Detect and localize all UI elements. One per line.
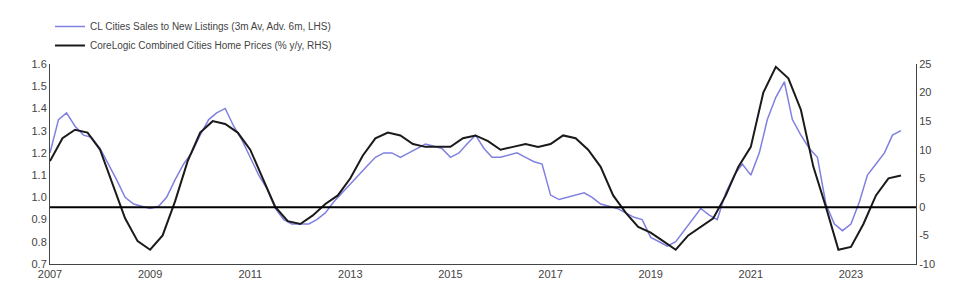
svg-text:2015: 2015 [438,268,462,280]
svg-text:-10: -10 [919,258,935,270]
svg-text:1.3: 1.3 [32,125,47,137]
svg-text:CL Cities Sales to New Listing: CL Cities Sales to New Listings (3m Av, … [90,21,331,32]
svg-text:1.5: 1.5 [32,80,47,92]
svg-text:20: 20 [919,86,931,98]
svg-text:1.6: 1.6 [32,58,47,70]
svg-text:2009: 2009 [138,268,162,280]
svg-text:2017: 2017 [538,268,562,280]
svg-text:2023: 2023 [839,268,863,280]
svg-text:2011: 2011 [238,268,262,280]
svg-text:5: 5 [919,172,925,184]
svg-text:0.9: 0.9 [32,213,47,225]
svg-text:0: 0 [919,201,925,213]
svg-text:2019: 2019 [638,268,662,280]
svg-text:1.0: 1.0 [32,191,47,203]
svg-text:CoreLogic Combined Cities Home: CoreLogic Combined Cities Home Prices (%… [90,40,332,51]
svg-text:-5: -5 [919,229,929,241]
svg-text:0.8: 0.8 [32,236,47,248]
svg-text:2021: 2021 [739,268,763,280]
svg-text:10: 10 [919,144,931,156]
svg-text:0.7: 0.7 [32,258,47,270]
svg-text:15: 15 [919,115,931,127]
svg-text:2013: 2013 [338,268,362,280]
svg-text:2007: 2007 [38,268,62,280]
svg-text:1.1: 1.1 [32,169,47,181]
svg-text:25: 25 [919,58,931,70]
svg-text:1.2: 1.2 [32,147,47,159]
svg-text:1.4: 1.4 [32,102,47,114]
